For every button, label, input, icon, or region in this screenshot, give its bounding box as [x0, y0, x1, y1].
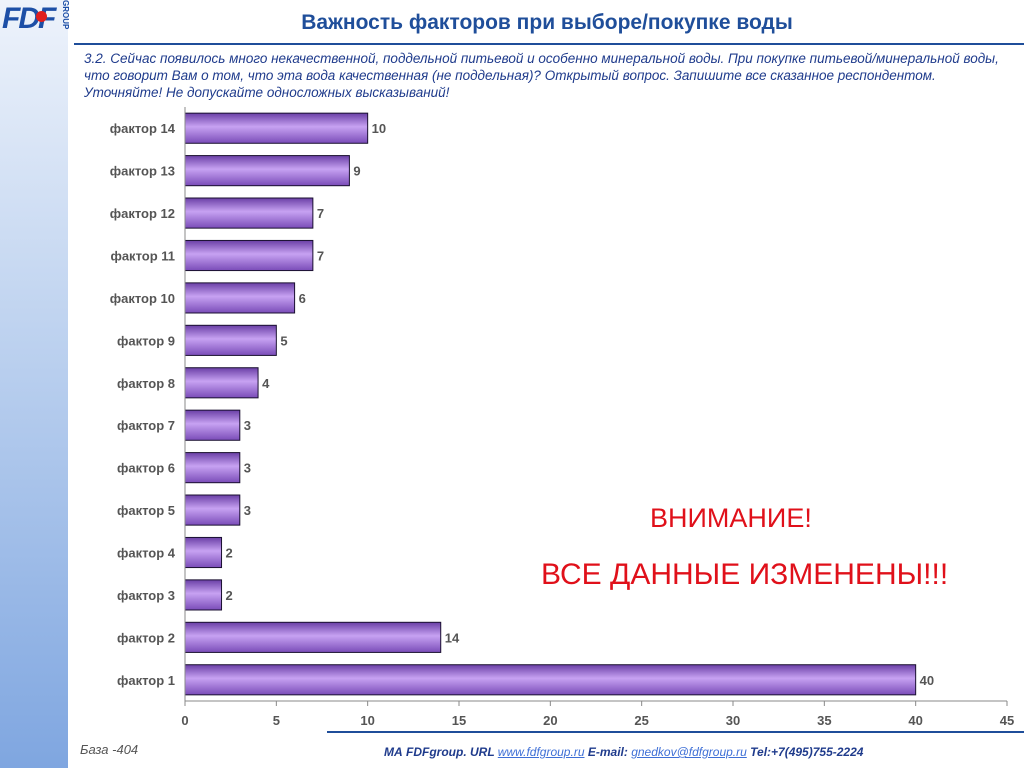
bar: [184, 155, 350, 187]
data-label: 9: [353, 164, 360, 179]
data-label: 2: [226, 588, 233, 603]
footer-contacts: МА FDFgroup. URL www.fdfgroup.ru E-mail:…: [384, 745, 863, 759]
logo-subtext: GROUP: [61, 0, 70, 30]
page-title: Важность факторов при выборе/покупке вод…: [301, 11, 793, 34]
data-label: 14: [445, 630, 460, 645]
data-label: 3: [244, 418, 251, 433]
category-label: фактор 1: [117, 673, 175, 688]
bar: [184, 452, 241, 484]
x-tick-label: 25: [634, 713, 648, 728]
sidebar-gradient: [0, 0, 68, 768]
bar: [184, 536, 223, 569]
email-link[interactable]: gnedkov@fdfgroup.ru: [631, 745, 747, 759]
bar: [184, 664, 917, 696]
category-label: фактор 8: [117, 376, 175, 391]
data-label: 10: [372, 121, 386, 136]
x-tick-label: 0: [181, 713, 188, 728]
category-label: фактор 11: [110, 249, 175, 264]
x-tick-label: 45: [1000, 713, 1014, 728]
data-label: 5: [280, 333, 287, 348]
x-tick-label: 15: [452, 713, 466, 728]
bar: [184, 621, 442, 653]
data-label: 3: [244, 503, 251, 518]
data-label: 6: [299, 291, 306, 306]
bar: [184, 239, 314, 272]
bar: [184, 409, 241, 441]
email-label: E-mail:: [587, 745, 628, 759]
warning-message: ВСЕ ДАННЫЕ ИЗМЕНЕНЫ!!!: [541, 558, 949, 591]
category-label: фактор 5: [117, 503, 175, 518]
x-tick-label: 35: [817, 713, 831, 728]
category-label: фактор 14: [110, 121, 176, 136]
footer-prefix: МА FDFgroup. URL: [384, 745, 495, 759]
bar: [184, 197, 314, 229]
bar: [184, 494, 241, 526]
data-label: 40: [920, 673, 934, 688]
warning-title: ВНИМАНИЕ!: [650, 503, 812, 533]
category-label: фактор 6: [117, 461, 175, 476]
website-link[interactable]: www.fdfgroup.ru: [497, 745, 585, 759]
title-divider: [74, 43, 1024, 45]
category-label: фактор 7: [117, 418, 175, 433]
data-label: 2: [226, 546, 233, 561]
x-tick-label: 5: [273, 713, 280, 728]
sample-base: База -404: [80, 742, 139, 757]
category-label: фактор 4: [117, 546, 176, 561]
category-label: фактор 13: [110, 164, 175, 179]
category-label: фактор 10: [110, 291, 175, 306]
bar: [184, 112, 369, 144]
x-tick-label: 40: [908, 713, 922, 728]
footer-phone: Tel:+7(495)755-2224: [750, 745, 864, 759]
logo-text: FDF: [2, 2, 56, 35]
x-tick-label: 10: [360, 713, 374, 728]
category-label: фактор 9: [117, 333, 175, 348]
bar: [184, 579, 223, 611]
category-label: фактор 12: [110, 206, 175, 221]
footer-divider: [327, 731, 1024, 733]
data-label: 7: [317, 249, 324, 264]
x-tick-label: 20: [543, 713, 557, 728]
category-label: фактор 2: [117, 630, 175, 645]
bar: [184, 324, 277, 356]
data-label: 7: [317, 206, 324, 221]
bar: [184, 367, 259, 399]
x-tick-label: 30: [726, 713, 740, 728]
question-text: 3.2. Сейчас появилось много некачественн…: [84, 51, 999, 100]
company-logo: FDF GROUP: [0, 0, 74, 40]
data-label: 4: [262, 376, 270, 391]
bar: [184, 282, 296, 314]
data-label: 3: [244, 461, 251, 476]
logo-dot-icon: [36, 11, 47, 22]
category-label: фактор 3: [117, 588, 175, 603]
